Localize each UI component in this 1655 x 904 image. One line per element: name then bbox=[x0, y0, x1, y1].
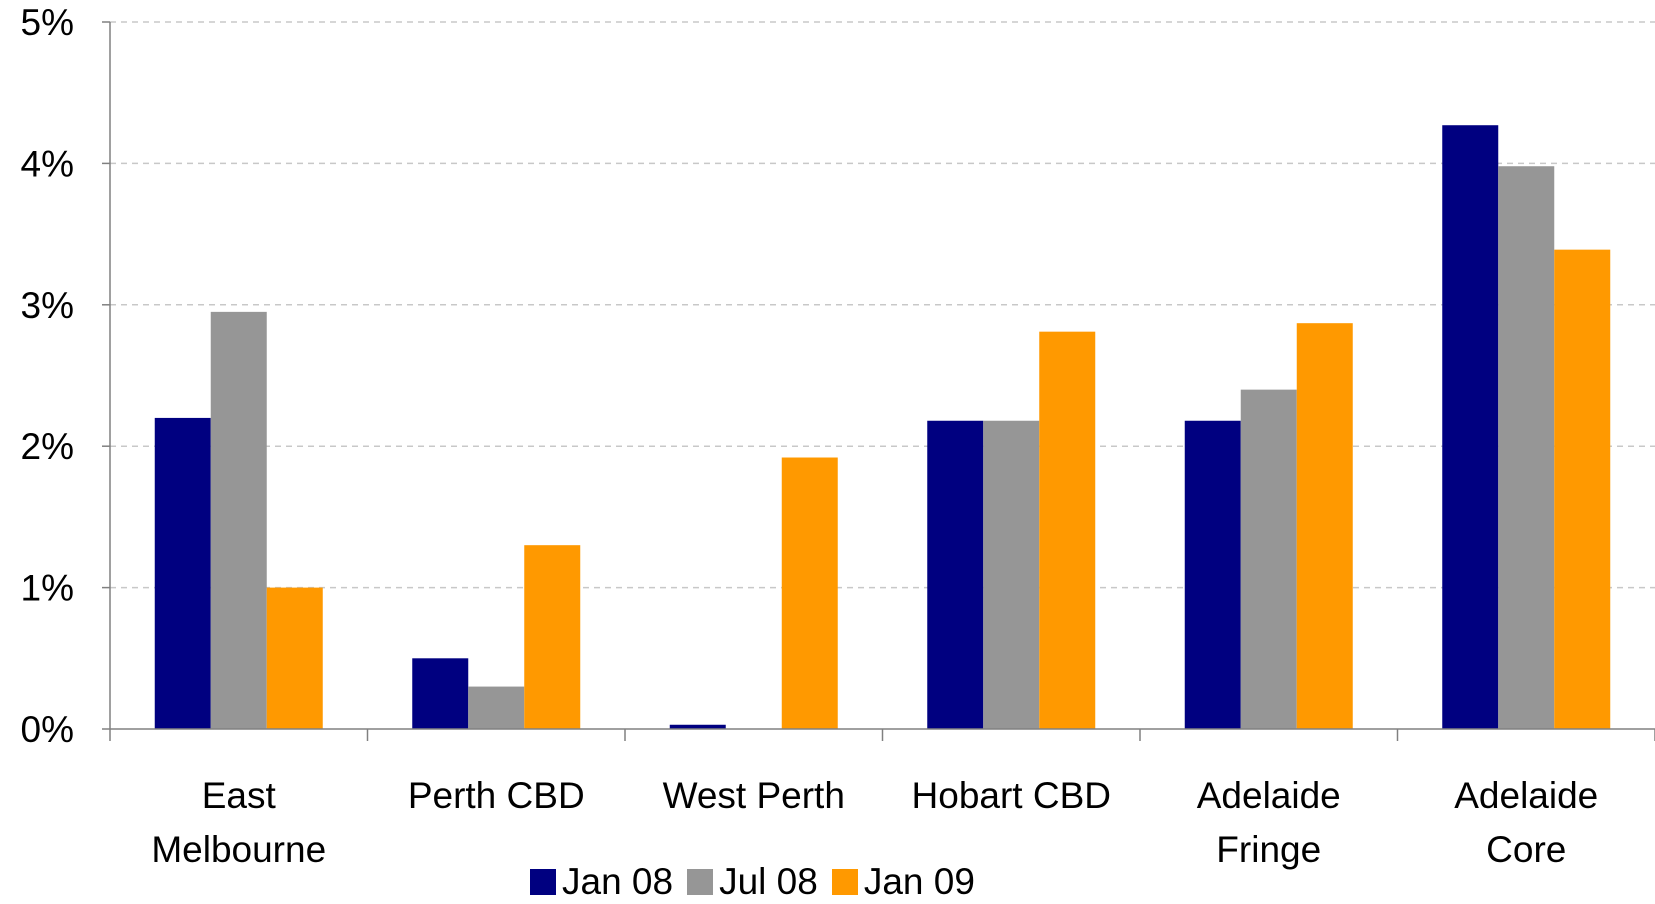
y-tick-label: 0% bbox=[21, 709, 74, 750]
legend-label: Jan 09 bbox=[863, 861, 975, 902]
bar bbox=[927, 420, 984, 729]
bar bbox=[781, 457, 838, 729]
gridlines bbox=[110, 21, 1655, 589]
legend-swatch bbox=[530, 869, 556, 895]
y-tick-label: 3% bbox=[21, 285, 74, 326]
y-tick-label: 5% bbox=[21, 2, 74, 43]
x-category-label: Fringe bbox=[1216, 829, 1321, 870]
bar bbox=[266, 587, 323, 729]
x-category-label: Adelaide bbox=[1454, 775, 1598, 816]
bar bbox=[1442, 125, 1499, 730]
bar bbox=[1184, 420, 1241, 729]
bar bbox=[1498, 166, 1555, 729]
x-category-label: Adelaide bbox=[1197, 775, 1341, 816]
bar bbox=[524, 545, 581, 729]
legend-swatch bbox=[687, 869, 714, 895]
bar bbox=[1554, 249, 1611, 730]
x-category-label: West Perth bbox=[663, 775, 845, 816]
legend-item: Jan 08 bbox=[530, 861, 673, 903]
x-category-label: Hobart CBD bbox=[912, 775, 1111, 816]
legend: Jan 08 Jul 08 Jan 09 bbox=[530, 860, 989, 904]
bar bbox=[468, 686, 525, 729]
x-category-label: East bbox=[202, 775, 277, 816]
legend-item: Jan 09 bbox=[831, 861, 975, 903]
axes bbox=[102, 21, 1655, 741]
bar bbox=[1039, 331, 1096, 729]
legend-item: Jul 08 bbox=[687, 861, 818, 903]
bar bbox=[1296, 323, 1353, 729]
y-tick-label: 4% bbox=[21, 143, 74, 184]
legend-label: Jan 08 bbox=[562, 861, 674, 902]
legend-label: Jul 08 bbox=[719, 861, 818, 902]
y-tick-label: 1% bbox=[21, 568, 74, 609]
bars bbox=[154, 125, 1611, 730]
bar bbox=[669, 724, 726, 729]
legend-swatch bbox=[831, 869, 858, 895]
bar bbox=[1240, 389, 1297, 729]
bar bbox=[412, 658, 469, 729]
x-category-label: Perth CBD bbox=[408, 775, 585, 816]
y-tick-labels: 0% 1% 2% 3% 4% 5% bbox=[21, 2, 74, 750]
bar bbox=[154, 417, 211, 729]
x-category-label: Core bbox=[1486, 829, 1566, 870]
y-tick-label: 2% bbox=[21, 426, 74, 467]
x-category-labels: East Melbourne Perth CBD West Perth Hobart C… bbox=[151, 775, 1598, 870]
bar bbox=[210, 311, 267, 729]
bar bbox=[983, 420, 1040, 729]
x-category-label: Melbourne bbox=[151, 829, 326, 870]
